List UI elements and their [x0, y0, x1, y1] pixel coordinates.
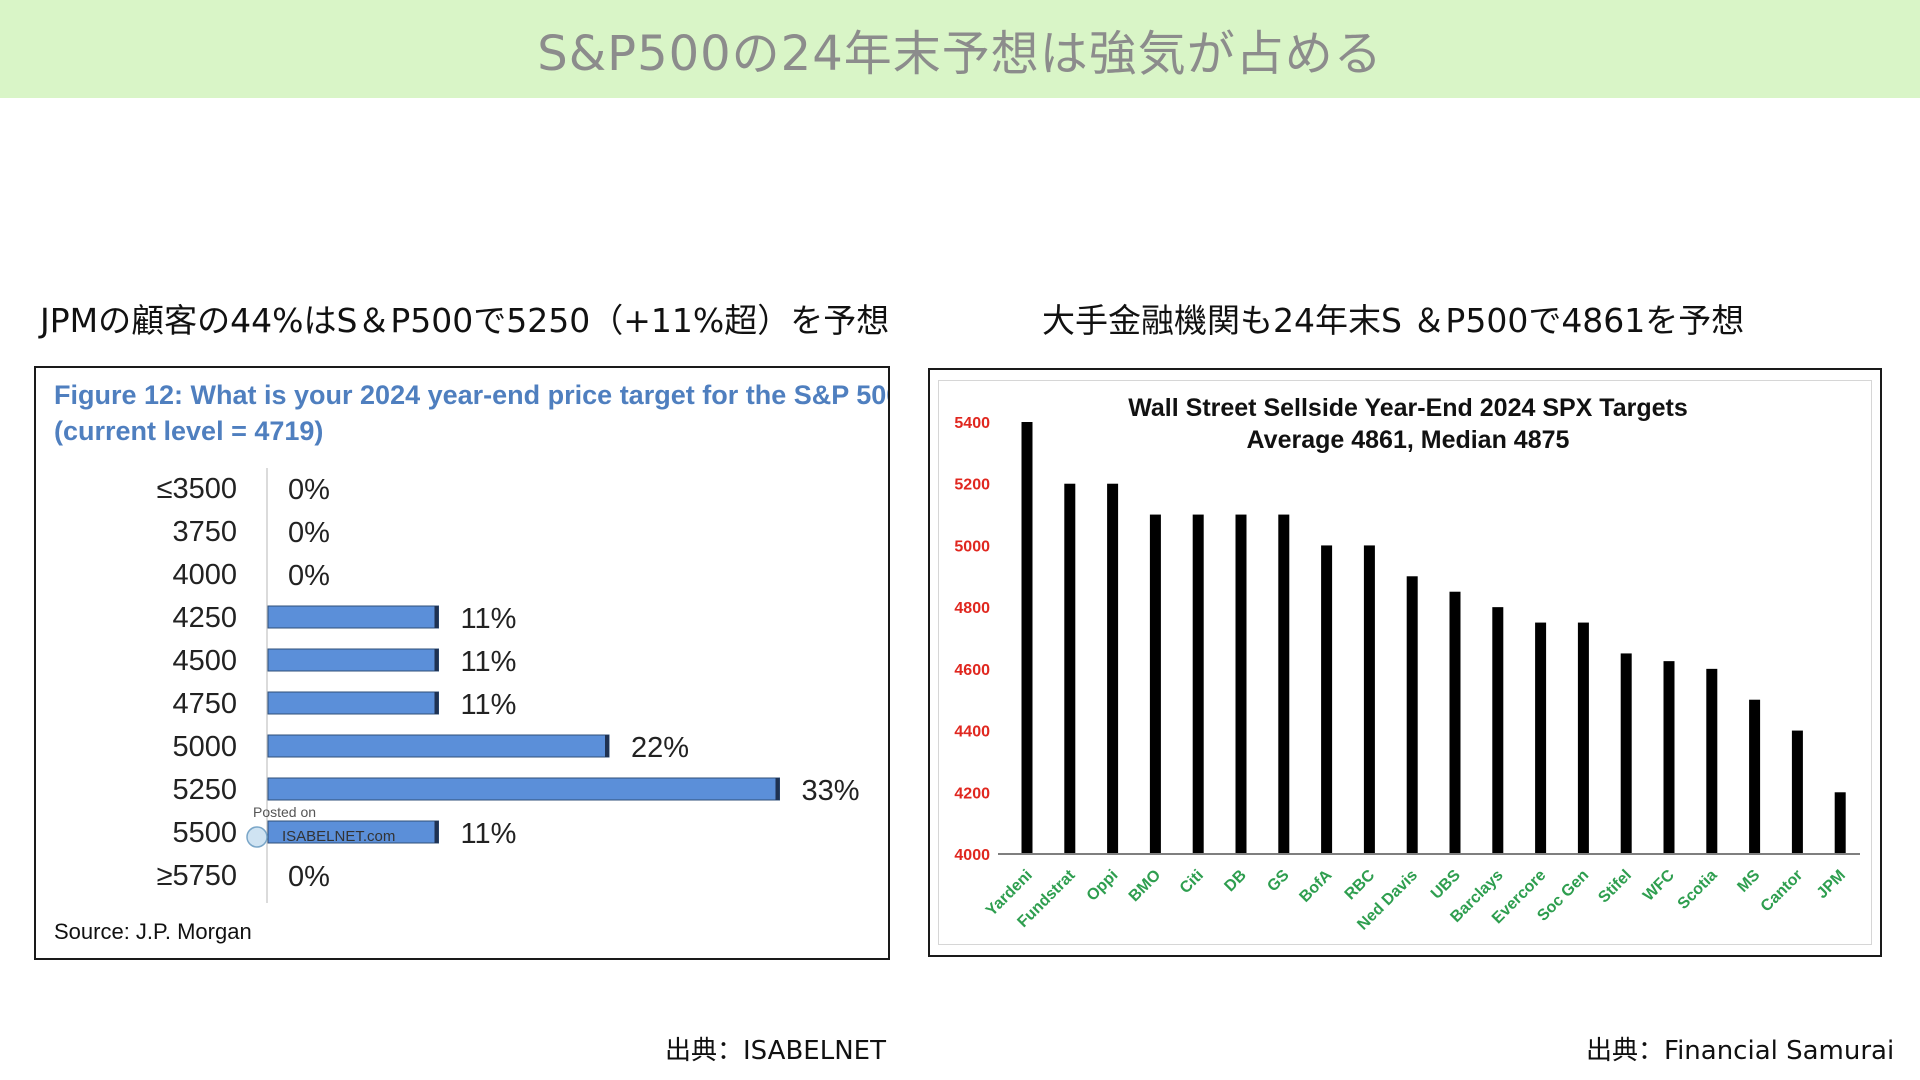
source-note: Source: J.P. Morgan	[54, 919, 252, 944]
bar	[267, 691, 439, 715]
bar-end-cap	[434, 606, 439, 628]
sellside-targets-panel: Wall Street Sellside Year-End 2024 SPX T…	[928, 368, 1882, 957]
right-subtitle: 大手金融機関も24年末S ＆P500で4861を予想	[1042, 301, 1745, 340]
value-label: 22%	[631, 732, 689, 764]
bar	[1749, 699, 1761, 854]
bar	[1278, 514, 1290, 854]
category-label: 5500	[172, 817, 237, 849]
chart-subtitle: Average 4861, Median 4875	[1247, 426, 1570, 454]
bar	[1406, 576, 1418, 854]
value-label: 11%	[461, 818, 517, 850]
bar-end-cap	[434, 692, 439, 714]
x-tick-label: Oppi	[1084, 867, 1122, 905]
bar	[1492, 607, 1504, 854]
bar	[1706, 668, 1718, 854]
bar	[1064, 483, 1076, 854]
category-label: ≥5750	[157, 860, 237, 892]
category-label: 4250	[172, 602, 237, 634]
title-banner: S&P500の24年末予想は強気が占める	[0, 0, 1920, 98]
bar	[1791, 730, 1803, 854]
value-label: 11%	[461, 689, 517, 721]
value-label: 11%	[461, 603, 517, 635]
x-tick-label: MS	[1734, 867, 1763, 896]
value-label: 0%	[288, 560, 330, 592]
watermark-site: ISABELNET.com	[282, 828, 395, 845]
x-tick-label: Cantor	[1758, 867, 1806, 915]
left-subtitle: JPMの顧客の44%はS＆P500で5250（+11%超）を予想	[40, 301, 890, 340]
x-tick-label: GS	[1264, 867, 1293, 896]
x-tick-label: Scotia	[1675, 867, 1721, 913]
bar	[1021, 422, 1033, 854]
y-tick-label: 5200	[954, 477, 990, 494]
bar	[1577, 622, 1589, 854]
watermark-globe-icon	[246, 826, 268, 848]
bar-end-cap	[775, 778, 780, 800]
bar	[1321, 545, 1333, 854]
y-tick-label: 5400	[954, 415, 990, 432]
x-tick-label: WFC	[1640, 866, 1678, 904]
y-tick-label: 4200	[954, 785, 990, 802]
value-label: 11%	[461, 646, 517, 678]
sellside-targets-chart: Wall Street Sellside Year-End 2024 SPX T…	[954, 394, 1860, 934]
bar	[1192, 514, 1204, 854]
chart-inner-frame	[938, 380, 1872, 945]
bar	[1663, 661, 1675, 854]
x-tick-label: DB	[1221, 867, 1249, 895]
bar	[1620, 653, 1632, 854]
category-label: 5000	[172, 731, 237, 763]
category-label: 3750	[172, 516, 237, 548]
chart-subtitle: (current level = 4719)	[54, 416, 323, 446]
y-tick-label: 4600	[954, 662, 990, 679]
bar	[267, 605, 439, 629]
bar	[267, 777, 780, 801]
x-tick-label: BofA	[1296, 866, 1335, 905]
y-tick-label: 4800	[954, 600, 990, 617]
jpm-survey-panel: Figure 12: What is your 2024 year-end pr…	[34, 366, 918, 960]
bar-end-cap	[434, 821, 439, 843]
y-tick-label: 4000	[954, 847, 990, 864]
watermark-posted-on: Posted on	[253, 804, 316, 820]
value-label: 33%	[802, 775, 860, 807]
bar	[1535, 622, 1547, 854]
bar	[1449, 591, 1461, 854]
category-label: 4000	[172, 559, 237, 591]
category-label: 4750	[172, 688, 237, 720]
jpm-survey-chart: Figure 12: What is your 2024 year-end pr…	[54, 380, 918, 944]
bar	[1834, 792, 1846, 854]
bar-end-cap	[434, 649, 439, 671]
right-source: 出典：Financial Samurai	[1586, 1036, 1895, 1066]
bar-end-cap	[605, 735, 609, 757]
x-tick-label: Citi	[1177, 867, 1207, 897]
value-label: 0%	[288, 517, 330, 549]
bar	[1149, 514, 1161, 854]
chart-title: Figure 12: What is your 2024 year-end pr…	[54, 380, 888, 410]
x-tick-label: UBS	[1428, 867, 1464, 903]
bar	[1107, 483, 1119, 854]
y-tick-label: 4400	[954, 724, 990, 741]
category-label: 4500	[172, 645, 237, 677]
bar	[1363, 545, 1375, 854]
y-tick-label: 5000	[954, 538, 990, 555]
x-tick-label: JPM	[1814, 867, 1849, 902]
category-label: 5250	[172, 774, 237, 806]
bar	[267, 734, 610, 758]
x-tick-label: BMO	[1126, 867, 1164, 905]
x-tick-label: RBC	[1342, 866, 1379, 903]
value-label: 0%	[288, 474, 330, 506]
left-source: 出典：ISABELNET	[665, 1036, 886, 1066]
value-label: 0%	[288, 861, 330, 893]
bar	[267, 648, 439, 672]
page-title: S&P500の24年末予想は強気が占める	[537, 26, 1383, 82]
category-label: ≤3500	[157, 473, 237, 505]
x-tick-label: Stifel	[1595, 867, 1635, 907]
bar	[1235, 514, 1247, 854]
chart-title: Wall Street Sellside Year-End 2024 SPX T…	[1128, 394, 1688, 422]
